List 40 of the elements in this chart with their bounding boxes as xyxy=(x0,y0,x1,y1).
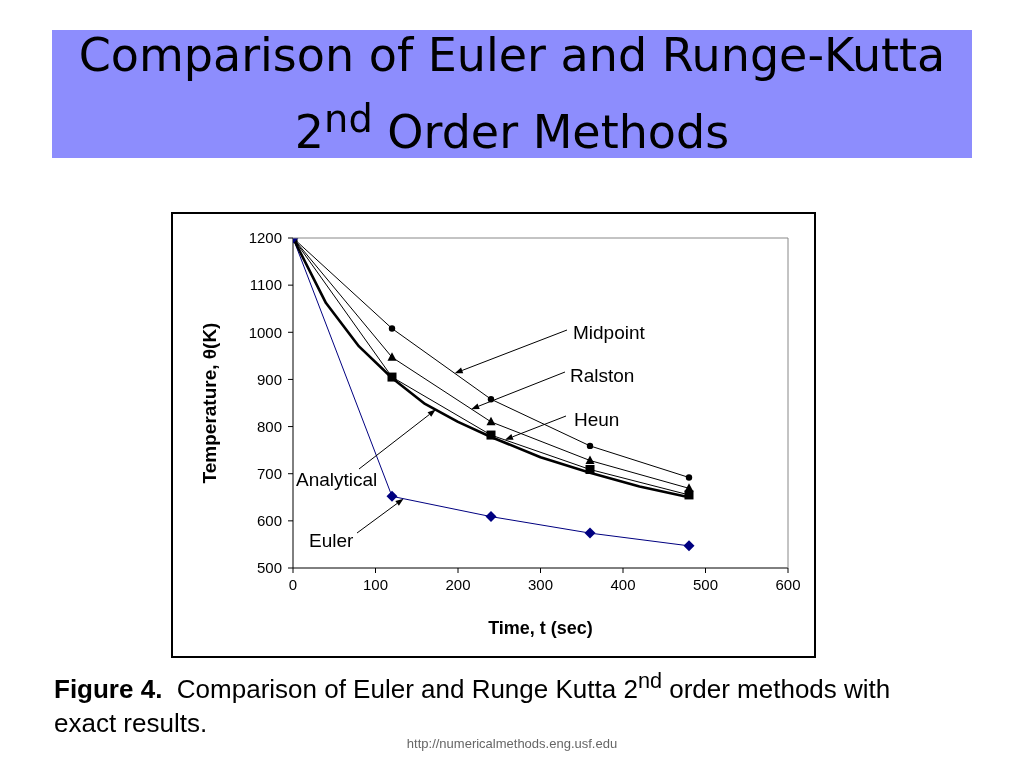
y-tick-label: 700 xyxy=(256,465,282,483)
point xyxy=(388,325,396,332)
point xyxy=(584,527,596,539)
y-tick-label: 600 xyxy=(256,512,282,530)
point xyxy=(585,464,595,474)
point xyxy=(586,442,594,450)
x-tick-label: 500 xyxy=(692,575,719,593)
text: exact results. xyxy=(54,707,208,738)
point xyxy=(684,483,694,492)
text: http://numericalmethods.eng.usf.edu xyxy=(406,736,618,751)
point xyxy=(387,372,397,382)
point xyxy=(387,352,397,361)
x-tick-label: 300 xyxy=(527,575,554,593)
annotation: Ralston xyxy=(570,365,635,386)
y-tick-label: 800 xyxy=(256,417,282,435)
point xyxy=(685,474,693,481)
y-tick-label: 900 xyxy=(256,370,282,388)
x-tick-label: 100 xyxy=(362,575,389,593)
point xyxy=(683,540,695,552)
x-tick-label: 200 xyxy=(445,575,471,593)
point xyxy=(486,430,496,440)
y-axis-title: Temperature, θ(K) xyxy=(199,322,220,484)
x-tick-label: 400 xyxy=(610,575,636,593)
text: Comparison of Euler and Runge Kutta 2$^{nd}$ order methods with xyxy=(176,668,891,704)
chart-title: Comparison of Euler and Runge-Kutta 2$^{nd}$ Order Methods xyxy=(77,27,947,162)
point xyxy=(386,490,398,502)
annotation: Euler xyxy=(309,530,355,551)
y-tick-label: 500 xyxy=(256,559,282,577)
point xyxy=(485,511,497,523)
y-tick-label: 1200 xyxy=(248,229,282,247)
x-tick-label: 0 xyxy=(288,575,298,593)
annotation: Midpoint xyxy=(573,322,646,343)
caption: Figure 4. xyxy=(54,673,163,704)
annotation: Heun xyxy=(574,409,620,430)
y-tick-label: 1000 xyxy=(248,323,282,341)
y-tick-label: 1100 xyxy=(249,276,282,294)
x-tick-label: 600 xyxy=(775,575,801,593)
annotation: Analytical xyxy=(296,469,378,490)
point xyxy=(585,455,595,465)
x-axis-title: Time, t (sec) xyxy=(488,618,593,638)
